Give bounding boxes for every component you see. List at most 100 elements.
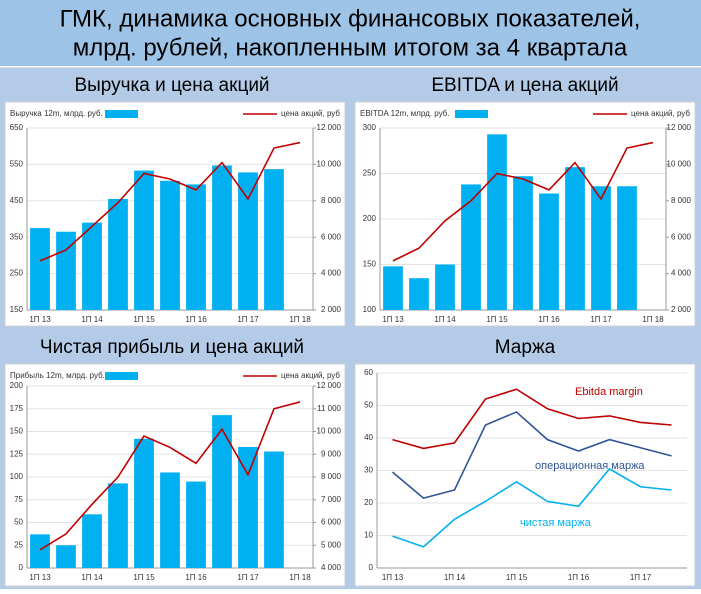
x-tick-label: 1П 15	[133, 573, 155, 582]
y2-tick-label: 10 000	[317, 427, 342, 436]
bar	[134, 438, 154, 568]
y2-tick-label: 8 000	[671, 196, 692, 205]
y-tick-label: 650	[10, 123, 24, 132]
legend-swatch	[105, 110, 138, 118]
y-tick-label: 150	[10, 305, 24, 314]
y-tick-label: 350	[10, 232, 24, 241]
bar	[30, 228, 50, 310]
y2-tick-label: 7 000	[321, 495, 342, 504]
separator	[0, 66, 701, 68]
y-tick-label: 250	[363, 169, 377, 178]
bar	[160, 180, 180, 310]
bar	[30, 534, 50, 568]
y-tick-label: 40	[364, 433, 373, 442]
y2-tick-label: 11 000	[317, 404, 341, 413]
legend-label: цена акций, руб	[281, 371, 340, 380]
y-tick-label: 450	[10, 196, 24, 205]
y2-tick-label: 6 000	[671, 232, 692, 241]
x-tick-label: 1П 13	[29, 315, 51, 324]
y2-tick-label: 12 000	[317, 123, 342, 132]
y2-tick-label: 12 000	[667, 123, 692, 132]
x-tick-label: 1П 16	[538, 315, 560, 324]
x-tick-label: 1П 14	[444, 573, 466, 582]
bar	[513, 176, 533, 310]
y-tick-label: 200	[10, 381, 24, 390]
x-tick-label: 1П 15	[133, 315, 155, 324]
y-tick-label: 100	[363, 305, 377, 314]
heading: EBITDA и цена акций	[431, 75, 618, 96]
heading: Маржа	[495, 337, 556, 358]
y-tick-label: 200	[363, 214, 377, 223]
chart-panel	[354, 363, 696, 587]
x-tick-label: 1П 13	[382, 315, 404, 324]
bar	[461, 184, 481, 310]
bar	[82, 514, 102, 568]
y-tick-label: 550	[10, 160, 24, 169]
y2-tick-label: 8 000	[321, 472, 342, 481]
y2-tick-label: 2 000	[671, 305, 692, 314]
x-tick-label: 1П 18	[289, 315, 311, 324]
title: ГМК, динамика основных финансовых показа…	[60, 5, 641, 32]
line	[391, 411, 672, 500]
bar	[212, 165, 232, 310]
bar	[264, 169, 284, 310]
x-tick-label: 1П 15	[506, 573, 528, 582]
y-tick-label: 100	[10, 472, 24, 481]
y-tick-label: 75	[14, 495, 23, 504]
y-tick-label: 150	[363, 260, 377, 269]
y2-tick-label: 4 000	[671, 269, 692, 278]
legend-label: EBITDA 12m, млрд. руб.	[360, 109, 449, 118]
y-tick-label: 30	[364, 466, 373, 475]
y-tick-label: 125	[10, 449, 24, 458]
line	[392, 388, 672, 450]
line	[39, 141, 301, 262]
x-tick-label: 1П 13	[382, 573, 404, 582]
y2-tick-label: 4 000	[321, 563, 342, 572]
bar	[82, 222, 102, 310]
y-tick-label: 10	[364, 531, 373, 540]
y2-tick-label: 8 000	[321, 196, 342, 205]
y-tick-label: 0	[19, 563, 24, 572]
x-tick-label: 1П 17	[630, 573, 652, 582]
x-tick-label: 1П 16	[185, 315, 207, 324]
y2-tick-label: 10 000	[317, 160, 342, 169]
x-tick-label: 1П 14	[81, 315, 103, 324]
bar	[435, 264, 455, 310]
y-tick-label: 60	[364, 368, 373, 377]
title: млрд. рублей, накопленным итогом за 4 кв…	[73, 34, 628, 61]
heading: Чистая прибыль и цена акций	[40, 337, 304, 358]
annotation: чистая маржа	[520, 517, 592, 529]
y2-tick-label: 6 000	[321, 518, 342, 527]
y-tick-label: 20	[364, 498, 373, 507]
y2-tick-label: 12 000	[317, 381, 342, 390]
line	[392, 141, 654, 262]
y2-tick-label: 5 000	[321, 540, 342, 549]
bar	[56, 545, 76, 568]
x-tick-label: 1П 13	[29, 573, 51, 582]
annotation: Ebitda margin	[575, 386, 643, 398]
y-tick-label: 150	[10, 427, 24, 436]
y-tick-label: 250	[10, 269, 24, 278]
legend-label: цена акций, руб	[631, 109, 690, 118]
bar	[487, 134, 507, 310]
legend-label: цена акций, руб	[281, 109, 340, 118]
legend-swatch	[105, 372, 138, 380]
y-tick-label: 25	[14, 540, 23, 549]
bar	[264, 451, 284, 568]
y-tick-label: 300	[363, 123, 377, 132]
bar	[238, 172, 258, 310]
x-tick-label: 1П 16	[185, 573, 207, 582]
y-tick-label: 0	[369, 563, 374, 572]
x-tick-label: 1П 17	[590, 315, 612, 324]
bar	[383, 266, 403, 310]
x-tick-label: 1П 15	[486, 315, 508, 324]
x-tick-label: 1П 17	[237, 315, 259, 324]
line	[39, 401, 301, 551]
y2-tick-label: 9 000	[321, 449, 342, 458]
y-tick-label: 50	[14, 518, 23, 527]
y2-tick-label: 6 000	[321, 232, 342, 241]
y2-tick-label: 4 000	[321, 269, 342, 278]
bar	[617, 186, 637, 310]
y2-tick-label: 10 000	[667, 160, 692, 169]
